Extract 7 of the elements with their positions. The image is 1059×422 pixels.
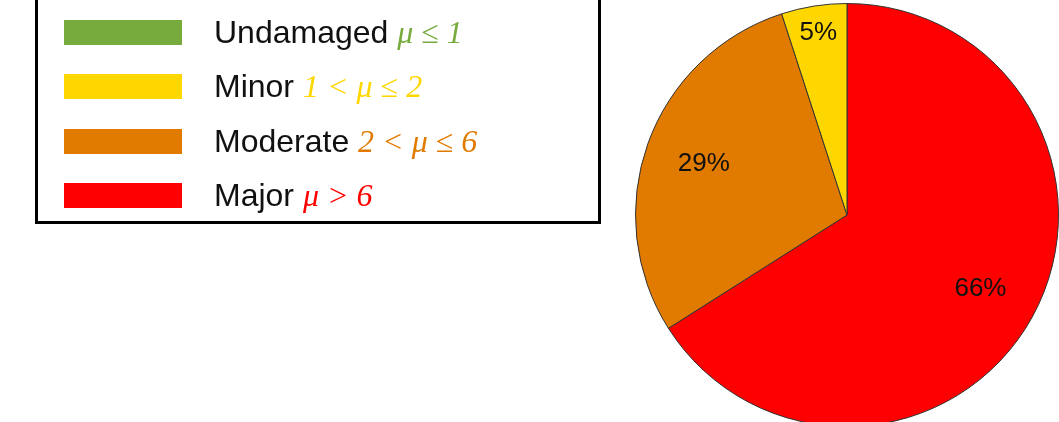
data-label: 5% bbox=[799, 16, 837, 47]
data-label: 29% bbox=[677, 146, 730, 177]
legend-label: Minor 1 < μ ≤ 2 bbox=[214, 68, 423, 105]
legend-label: Moderate 2 < μ ≤ 6 bbox=[214, 122, 478, 159]
legend-label: Major μ > 6 bbox=[214, 177, 373, 214]
data-label: 66% bbox=[954, 271, 1007, 302]
legend-label: Undamaged μ ≤ 1 bbox=[214, 13, 463, 50]
